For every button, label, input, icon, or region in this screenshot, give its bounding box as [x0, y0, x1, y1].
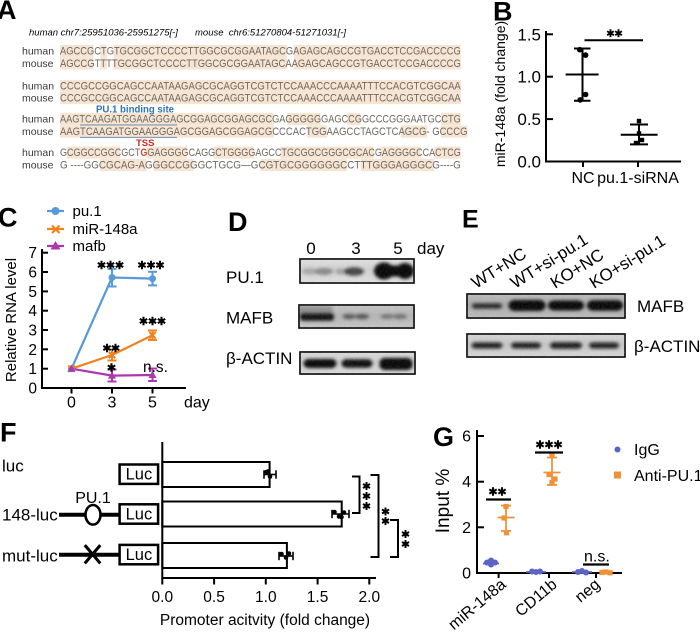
svg-text:5: 5 [148, 395, 157, 412]
svg-text:6: 6 [462, 429, 471, 446]
svg-text:AAGTCAAGATGGAAGGGAGCGGAGCGGAGC: AAGTCAAGATGGAAGGGAGCGGAGCGGAGCGCGAGGGGGG… [60, 114, 461, 126]
svg-text:β-ACTIN: β-ACTIN [226, 349, 292, 368]
svg-text:day: day [417, 239, 445, 258]
svg-text:mouse: mouse [22, 160, 54, 172]
svg-text:pu.1: pu.1 [73, 203, 102, 220]
svg-text:MAFB: MAFB [226, 309, 273, 328]
svg-text:IgG: IgG [634, 442, 660, 459]
svg-text:1.5: 1.5 [517, 25, 541, 44]
svg-text:3: 3 [108, 395, 117, 412]
svg-text:luc: luc [2, 457, 24, 476]
svg-text:GCGGCCGGCGCTGGAGGGGCAGGCTGGGGA: GCGGCCGGCGCTGGAGGGGCAGGCTGGGGAGCCTGCGGCG… [60, 147, 461, 159]
svg-text:CCCGCCGGCAGCCAATAAGAGCGCAGGTCG: CCCGCCGGCAGCCAATAAGAGCGCAGGTCGTCTCCAAACC… [60, 81, 461, 93]
svg-text:TSS: TSS [136, 138, 154, 149]
svg-text:PU.1: PU.1 [226, 268, 264, 287]
svg-text:PU.1: PU.1 [75, 490, 111, 507]
svg-text:mouse: mouse [22, 126, 54, 138]
svg-text:7: 7 [28, 245, 37, 262]
svg-text:1.0: 1.0 [255, 589, 277, 606]
svg-text:C: C [0, 203, 18, 233]
svg-text:mafb: mafb [73, 238, 106, 255]
svg-text:0: 0 [67, 395, 76, 412]
svg-text:MAFB: MAFB [637, 297, 684, 316]
svg-text:4: 4 [28, 303, 37, 320]
svg-text:PU.1 binding site: PU.1 binding site [96, 104, 174, 116]
svg-text:Input %: Input % [433, 469, 454, 534]
svg-text:2: 2 [462, 520, 471, 537]
svg-text:5: 5 [28, 284, 37, 301]
svg-text:miR-148a (fold change): miR-148a (fold change) [492, 21, 508, 167]
svg-text:1.0: 1.0 [517, 68, 541, 87]
svg-text:3: 3 [28, 323, 37, 340]
svg-text:AAGTCAAGATGGAAGGGAGCGGAGCGGAGC: AAGTCAAGATGGAAGGGAGCGGAGCGGAGCGCCCACTGGA… [60, 126, 468, 138]
svg-text:day: day [184, 395, 210, 412]
svg-text:miR-148a: miR-148a [446, 576, 510, 634]
svg-text:A: A [0, 0, 17, 25]
svg-text:neg: neg [572, 576, 603, 606]
svg-text:2.0: 2.0 [359, 589, 381, 606]
svg-text:Luc: Luc [126, 466, 153, 484]
svg-text:CCCGCCGGCAGCCAATAAGAGCGCAGGTCG: CCCGCCGGCAGCCAATAAGAGCGCAGGTCGTCTCCAAACC… [60, 93, 461, 105]
svg-text:β-ACTIN: β-ACTIN [634, 337, 700, 356]
svg-text:1: 1 [28, 361, 37, 378]
svg-text:Luc: Luc [126, 506, 153, 524]
svg-text:G ----GGCGCAG-AGGGCCGGGCTGCG—G: G ----GGCGCAG-AGGGCCGGGCTGCG—GCGTGCGGGGG… [60, 160, 461, 172]
svg-text:5: 5 [393, 239, 402, 258]
svg-text:human chr7:25951036-25951275[-: human chr7:25951036-25951275[-] [29, 28, 178, 39]
svg-text:n.s.: n.s. [143, 359, 168, 376]
svg-text:Luc: Luc [126, 546, 153, 564]
svg-text:0.5: 0.5 [203, 589, 225, 606]
svg-text:mouse: mouse [22, 58, 54, 70]
svg-text:Promoter acitvity (fold change: Promoter acitvity (fold change) [160, 612, 370, 629]
svg-text:B: B [493, 0, 513, 27]
svg-text:AGCCGTTTTGCGGCTCCCCTTGGCGCGGAA: AGCCGTTTTGCGGCTCCCCTTGGCGCGGAATAGCAAGAGC… [60, 58, 461, 70]
svg-text:human: human [22, 46, 54, 58]
svg-text:0: 0 [462, 566, 471, 583]
svg-text:0.0: 0.0 [152, 589, 174, 606]
svg-text:human: human [22, 81, 54, 93]
svg-text:4: 4 [462, 474, 471, 491]
svg-text:Relative RNA level: Relative RNA level [3, 258, 20, 382]
svg-text:1.5: 1.5 [307, 589, 329, 606]
svg-text:0: 0 [28, 381, 37, 398]
svg-text:NC: NC [571, 170, 594, 187]
svg-text:3: 3 [351, 239, 360, 258]
svg-text:human: human [22, 114, 54, 126]
svg-text:AGCCGCTGTGCGGCTCCCCTTGGCGCGGAA: AGCCGCTGTGCGGCTCCCCTTGGCGCGGAATAGCGAGAGC… [60, 46, 461, 58]
svg-text:mouse: mouse [22, 93, 54, 105]
svg-text:0.5: 0.5 [517, 110, 541, 129]
svg-text:F: F [0, 418, 17, 448]
svg-text:D: D [228, 207, 248, 237]
svg-text:pu.1-siRNA: pu.1-siRNA [597, 170, 679, 187]
svg-text:mut-luc: mut-luc [2, 547, 58, 566]
svg-text:148-luc: 148-luc [2, 506, 58, 525]
svg-text:2: 2 [28, 342, 37, 359]
svg-text:CD11b: CD11b [512, 576, 560, 620]
svg-text:E: E [462, 206, 479, 234]
svg-text:miR-148a: miR-148a [73, 221, 139, 238]
svg-text:0: 0 [306, 239, 315, 258]
svg-text:mouse chr6:51270804-51271031[: mouse chr6:51270804-51271031[-] [195, 28, 346, 39]
svg-text:G: G [433, 422, 454, 452]
svg-text:human: human [22, 147, 54, 159]
svg-text:n.s.: n.s. [584, 549, 610, 566]
svg-text:6: 6 [28, 265, 37, 282]
svg-text:0.0: 0.0 [517, 153, 541, 172]
svg-text:Anti-PU.1: Anti-PU.1 [634, 468, 700, 485]
